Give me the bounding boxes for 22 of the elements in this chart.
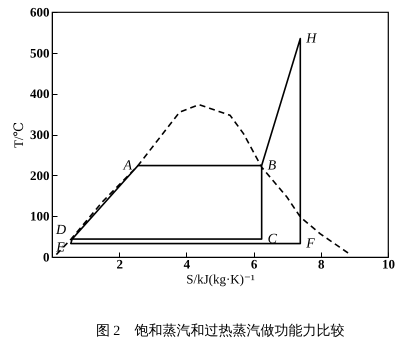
y-tick-label: 400: [30, 86, 50, 102]
annotation: A: [122, 158, 132, 174]
x-tick-label: 8: [318, 256, 326, 272]
annotation: C: [268, 232, 278, 248]
x-tick-label: 4: [184, 256, 191, 272]
x-tick-label: 6: [250, 256, 258, 272]
annotation: B: [268, 158, 277, 174]
annotation: H: [305, 32, 318, 47]
y-tick-label: 200: [30, 168, 50, 183]
annotation: F: [305, 236, 316, 252]
y-tick-label: 100: [30, 208, 50, 224]
y-tick-label: 500: [30, 45, 50, 60]
y-tick-label: 300: [30, 127, 50, 142]
annotation: E: [55, 240, 66, 256]
x-axis-title: S/kJ(kg·K)⁻¹: [186, 272, 255, 286]
x-tick-label: 10: [382, 256, 395, 272]
y-tick-label: 0: [43, 250, 50, 264]
y-tick-label: 600: [30, 4, 50, 20]
x-tick-label: 2: [116, 256, 123, 272]
annotation: D: [55, 223, 66, 238]
text: 图 2 饱和蒸汽和过热蒸汽做功能力比较: [96, 323, 344, 339]
y-axis-title: T/℃: [11, 122, 26, 148]
